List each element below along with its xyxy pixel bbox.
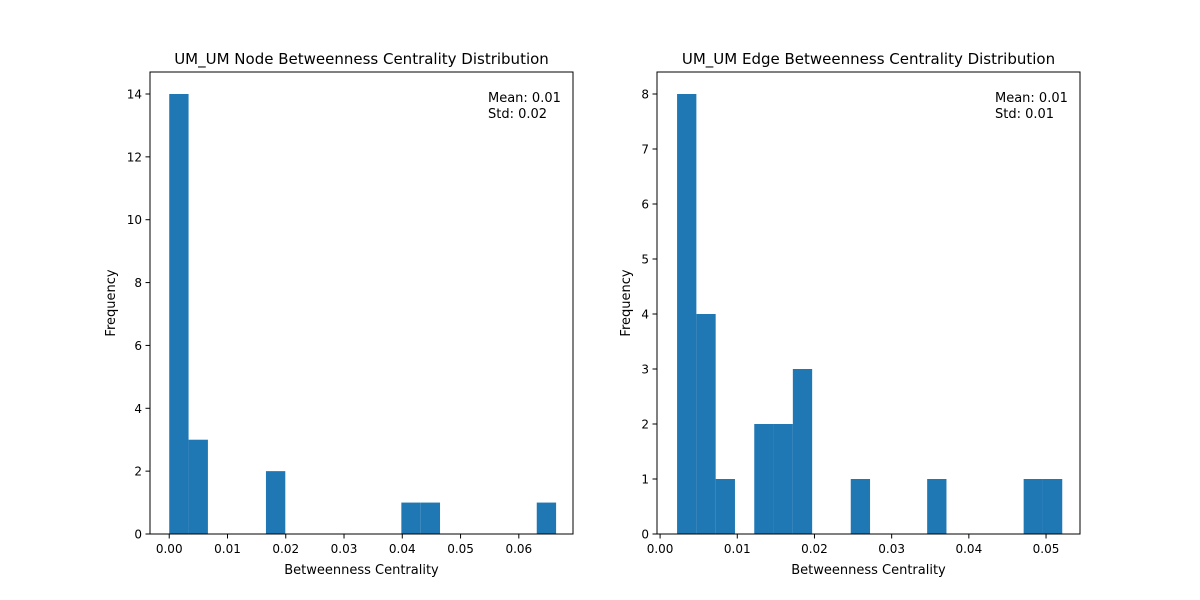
y-axis-label: Frequency bbox=[104, 269, 119, 336]
histogram-bar-4 bbox=[773, 424, 793, 534]
y-axis-ticks: 0 2 4 6 8 10 12 14 bbox=[127, 88, 150, 542]
x-tick-label: 0.06 bbox=[505, 542, 532, 556]
x-tick-label: 0.04 bbox=[955, 542, 982, 556]
x-tick-label: 0.02 bbox=[801, 542, 828, 556]
histogram-bar-3 bbox=[754, 424, 774, 534]
y-tick-label: 6 bbox=[134, 339, 142, 353]
y-tick-label: 8 bbox=[134, 276, 142, 290]
x-axis-ticks: 0.00 0.01 0.02 0.03 0.04 0.05 0.06 bbox=[156, 534, 532, 556]
x-tick-label: 0.02 bbox=[272, 542, 299, 556]
mean-annotation: Mean: 0.01 bbox=[488, 91, 561, 106]
y-tick-label: 4 bbox=[641, 308, 649, 322]
y-tick-label: 2 bbox=[641, 418, 649, 432]
y-tick-label: 4 bbox=[134, 402, 142, 416]
y-tick-label: 7 bbox=[641, 143, 649, 157]
std-annotation: Std: 0.02 bbox=[488, 107, 547, 122]
y-axis-ticks: 0 1 2 3 4 5 6 7 8 bbox=[641, 88, 657, 542]
x-axis-ticks: 0.00 0.01 0.02 0.03 0.04 0.05 bbox=[647, 534, 1060, 556]
chart-title: UM_UM Edge Betweenness Centrality Distri… bbox=[682, 50, 1055, 69]
histogram-bar-1 bbox=[696, 314, 716, 534]
x-tick-label: 0.00 bbox=[647, 542, 674, 556]
y-tick-label: 2 bbox=[134, 465, 142, 479]
histogram-bar-9 bbox=[1042, 479, 1063, 534]
histogram-bars bbox=[169, 94, 557, 534]
y-tick-label: 5 bbox=[641, 253, 649, 267]
histogram-bar-4 bbox=[420, 502, 441, 534]
histogram-bar-0 bbox=[677, 94, 697, 534]
y-tick-label: 1 bbox=[641, 473, 649, 487]
x-tick-label: 0.03 bbox=[331, 542, 358, 556]
histogram-bar-1 bbox=[188, 439, 208, 534]
histogram-bar-6 bbox=[850, 479, 871, 534]
y-tick-label: 14 bbox=[127, 88, 142, 102]
y-tick-label: 3 bbox=[641, 363, 649, 377]
y-tick-label: 12 bbox=[127, 150, 142, 164]
histogram-bar-2 bbox=[715, 479, 735, 534]
x-tick-label: 0.05 bbox=[447, 542, 474, 556]
y-tick-label: 0 bbox=[134, 528, 142, 542]
histogram-bar-0 bbox=[169, 94, 189, 534]
x-tick-label: 0.01 bbox=[724, 542, 751, 556]
y-tick-label: 0 bbox=[641, 528, 649, 542]
histogram-bar-7 bbox=[927, 479, 947, 534]
x-tick-label: 0.03 bbox=[878, 542, 905, 556]
histogram-bar-5 bbox=[536, 502, 557, 534]
x-axis-label: Betweenness Centrality bbox=[284, 563, 439, 578]
y-tick-label: 10 bbox=[127, 213, 142, 227]
y-axis-label: Frequency bbox=[619, 269, 634, 336]
x-tick-label: 0.04 bbox=[389, 542, 416, 556]
y-tick-label: 6 bbox=[641, 198, 649, 212]
histogram-bar-2 bbox=[265, 471, 286, 534]
mean-annotation: Mean: 0.01 bbox=[995, 91, 1068, 106]
axes-frame bbox=[149, 71, 574, 535]
x-axis-label: Betweenness Centrality bbox=[791, 563, 946, 578]
histogram-bar-5 bbox=[792, 369, 813, 534]
y-tick-label: 8 bbox=[641, 88, 649, 102]
x-tick-label: 0.00 bbox=[156, 542, 183, 556]
axes-frame bbox=[656, 71, 1081, 535]
histogram-bars bbox=[677, 94, 1063, 534]
x-tick-label: 0.01 bbox=[214, 542, 241, 556]
node-betweenness-histogram: UM_UM Node Betweenness Centrality Distri… bbox=[104, 50, 574, 578]
histogram-bar-8 bbox=[1023, 479, 1043, 534]
chart-title: UM_UM Node Betweenness Centrality Distri… bbox=[174, 50, 549, 69]
std-annotation: Std: 0.01 bbox=[995, 107, 1054, 122]
histogram-bar-3 bbox=[401, 502, 421, 534]
x-tick-label: 0.05 bbox=[1033, 542, 1060, 556]
edge-betweenness-histogram: UM_UM Edge Betweenness Centrality Distri… bbox=[619, 50, 1081, 578]
